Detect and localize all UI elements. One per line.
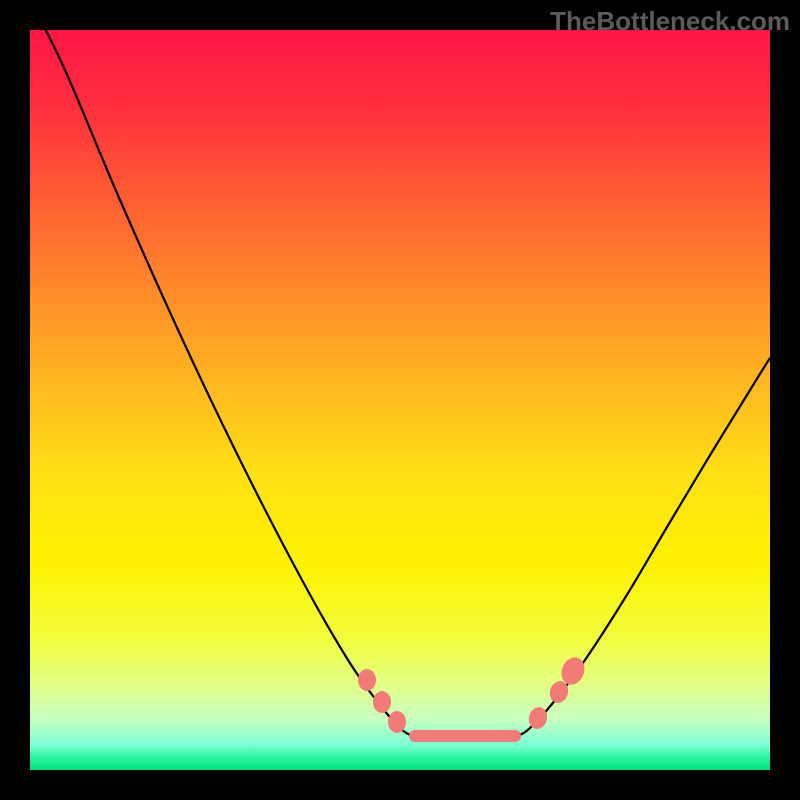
gradient-background — [30, 30, 770, 770]
marker-dot — [388, 711, 406, 733]
watermark-text: TheBottleneck.com — [550, 6, 790, 37]
marker-dot — [373, 691, 391, 713]
bottleneck-chart — [0, 0, 800, 800]
marker-dot — [358, 669, 376, 691]
